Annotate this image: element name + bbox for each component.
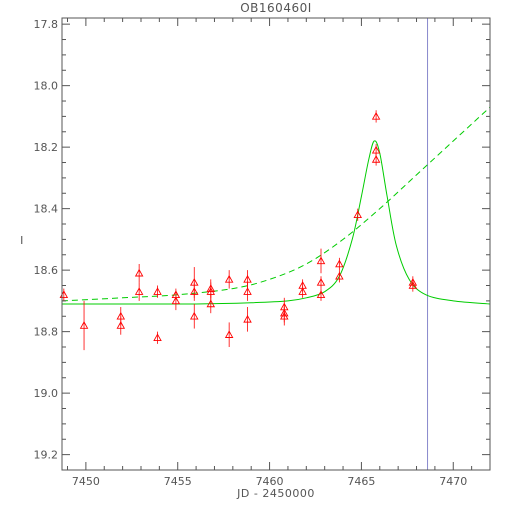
triangle-marker: [243, 314, 252, 323]
triangle-marker: [316, 278, 326, 286]
data-point: [79, 300, 89, 351]
data-point: [408, 279, 418, 292]
y-tick-label: 17.8: [34, 18, 59, 31]
triangle-marker: [224, 274, 234, 283]
triangle-marker: [353, 210, 363, 219]
data-point: [189, 303, 199, 329]
data-point: [353, 208, 363, 221]
y-axis: 17.8 18.0 18.2 18.4 18.6 18.8 19.0 19.2: [34, 18, 490, 471]
x-tick-label: 7460: [256, 475, 284, 488]
triangle-marker: [116, 321, 126, 329]
data-point: [224, 270, 234, 289]
triangle-marker: [206, 299, 216, 308]
triangle-marker: [171, 296, 181, 305]
x-axis-title: JD - 2450000: [236, 487, 315, 500]
data-point: [206, 294, 216, 314]
data-point: [224, 322, 234, 348]
triangle-marker: [153, 287, 162, 295]
triangle-marker: [189, 311, 199, 320]
y-tick-label: 18.6: [34, 264, 59, 277]
y-tick-label: 18.8: [34, 326, 59, 339]
y-tick-label: 18.2: [34, 141, 59, 154]
y-tick-label: 18.4: [34, 203, 59, 216]
data-point: [134, 263, 144, 283]
chart-title: OB160460I: [240, 1, 312, 15]
data-point: [298, 285, 307, 298]
data-point: [189, 282, 199, 301]
data-point: [116, 316, 126, 335]
triangle-marker: [371, 145, 381, 154]
triangle-marker: [206, 284, 216, 292]
triangle-marker: [153, 333, 162, 342]
plot-frame: [61, 17, 491, 471]
data-point: [280, 307, 289, 326]
y-axis-title: I: [20, 234, 24, 247]
triangle-marker: [371, 111, 381, 120]
triangle-marker: [134, 287, 144, 295]
data-point: [243, 282, 252, 301]
y-tick-label: 18.0: [34, 80, 59, 93]
data-point: [153, 285, 162, 298]
triangle-marker: [134, 268, 144, 277]
data-point: [316, 248, 326, 274]
triangle-marker: [298, 287, 307, 295]
plot-layer: [59, 18, 491, 470]
y-tick-label: 19.0: [34, 387, 59, 400]
triangle-marker: [371, 155, 381, 163]
triangle-marker: [243, 287, 252, 295]
triangle-marker: [335, 259, 344, 268]
triangle-marker: [224, 330, 234, 338]
data-point: [171, 291, 181, 311]
data-point: [316, 276, 326, 289]
triangle-marker: [79, 321, 89, 329]
data-point: [59, 288, 69, 301]
x-tick-label: 7470: [439, 475, 467, 488]
x-axis: 7450 7455 7460 7465 7470: [67, 18, 491, 488]
data-point: [335, 270, 344, 283]
data-point: [335, 257, 344, 271]
data-point: [153, 331, 162, 344]
triangle-marker: [316, 290, 326, 298]
data-point: [243, 307, 252, 332]
triangle-marker: [243, 274, 252, 283]
triangle-marker: [316, 256, 326, 265]
triangle-marker: [280, 311, 289, 320]
y-tick-label: 19.2: [34, 449, 59, 462]
triangle-marker: [335, 271, 344, 280]
data-point: [316, 288, 326, 301]
model-curve-dashed: [61, 106, 491, 302]
x-tick-label: 7455: [164, 475, 192, 488]
triangle-marker: [408, 281, 418, 289]
triangle-marker: [189, 287, 199, 295]
x-tick-label: 7450: [72, 475, 100, 488]
model-curve-solid: [62, 140, 491, 305]
data-point: [371, 153, 381, 166]
data-point: [134, 282, 144, 301]
data-point: [371, 110, 381, 123]
x-tick-label: 7465: [347, 475, 375, 488]
